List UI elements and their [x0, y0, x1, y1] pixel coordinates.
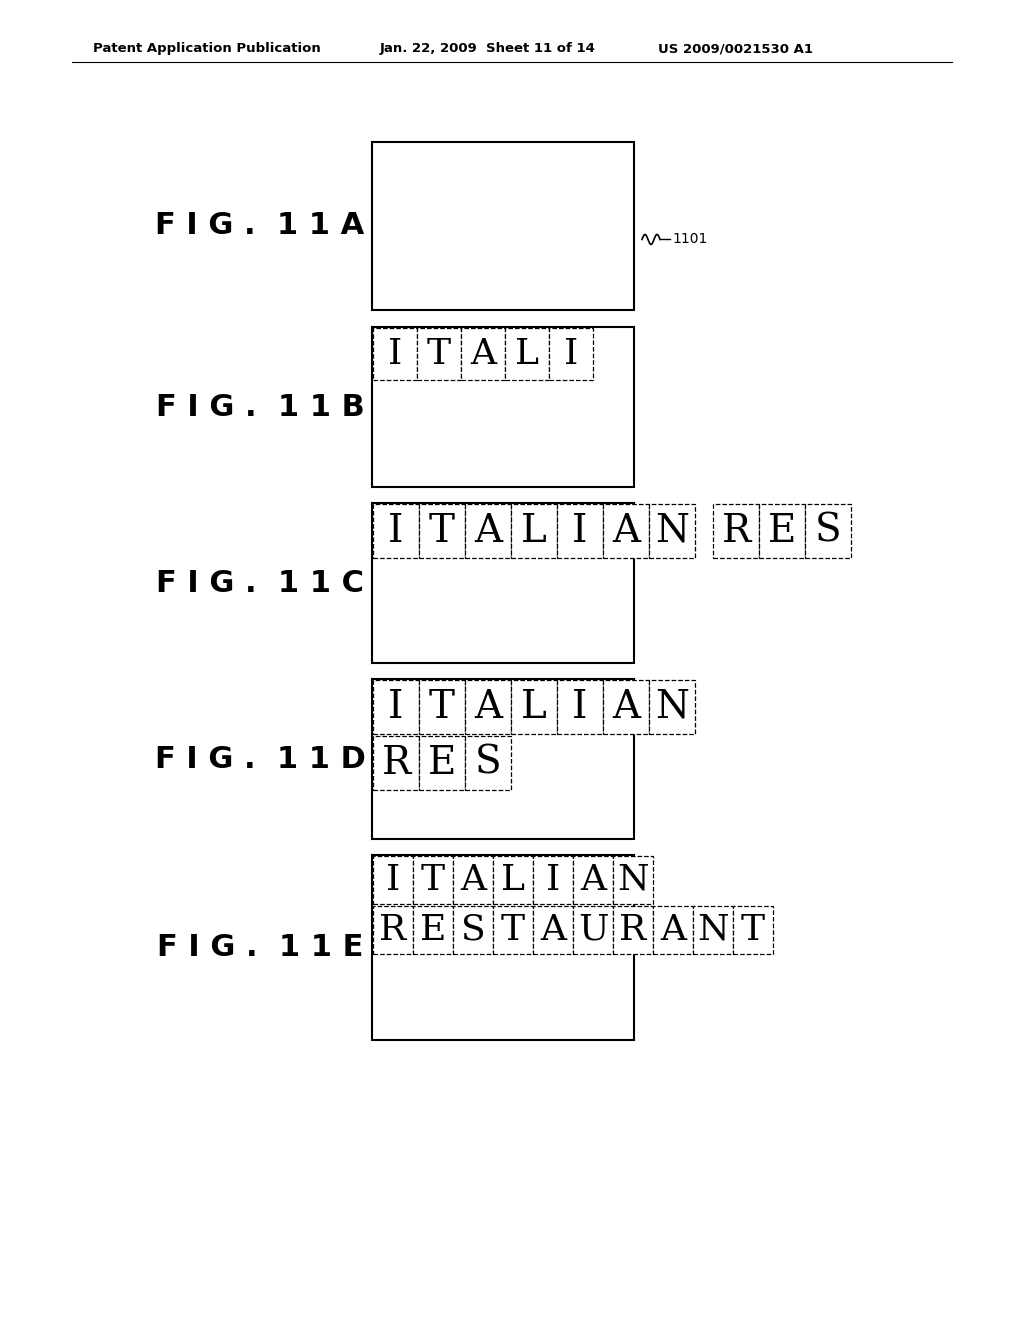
Bar — [511, 680, 557, 734]
Bar — [613, 855, 653, 904]
Text: A: A — [580, 863, 606, 898]
Text: 1101: 1101 — [672, 232, 708, 247]
Text: F I G .  1 1 E: F I G . 1 1 E — [157, 933, 364, 962]
Text: I: I — [546, 863, 560, 898]
Bar — [465, 504, 511, 558]
Bar — [557, 504, 603, 558]
Text: I: I — [388, 512, 403, 549]
Text: R: R — [379, 913, 407, 946]
Bar — [573, 855, 613, 904]
Text: A: A — [540, 913, 566, 946]
Bar — [373, 906, 413, 954]
Text: A: A — [470, 337, 496, 371]
Text: F I G .  1 1 C: F I G . 1 1 C — [156, 569, 364, 598]
Text: Patent Application Publication: Patent Application Publication — [93, 42, 321, 55]
Text: T: T — [429, 512, 455, 549]
Text: E: E — [428, 744, 456, 781]
Bar — [413, 906, 453, 954]
Bar — [372, 678, 634, 840]
Bar — [419, 680, 465, 734]
Text: L: L — [521, 689, 547, 726]
Text: E: E — [768, 512, 797, 549]
Bar — [373, 737, 419, 789]
Text: F I G .  1 1 A: F I G . 1 1 A — [156, 211, 365, 240]
Bar — [649, 504, 695, 558]
Text: I: I — [388, 337, 402, 371]
Bar — [372, 855, 634, 1040]
Bar — [603, 504, 649, 558]
Bar — [465, 680, 511, 734]
Bar — [649, 680, 695, 734]
Text: R: R — [381, 744, 411, 781]
Text: I: I — [572, 689, 588, 726]
Text: A: A — [460, 863, 486, 898]
Bar — [714, 504, 760, 558]
Text: S: S — [461, 913, 485, 946]
Bar — [373, 855, 413, 904]
Bar — [373, 327, 417, 380]
Text: S: S — [815, 512, 842, 549]
Text: T: T — [429, 689, 455, 726]
Text: A: A — [474, 689, 502, 726]
Text: L: L — [501, 863, 525, 898]
Text: US 2009/0021530 A1: US 2009/0021530 A1 — [658, 42, 813, 55]
Text: N: N — [655, 689, 689, 726]
Bar — [613, 906, 653, 954]
Bar — [373, 504, 419, 558]
Text: T: T — [427, 337, 451, 371]
Text: A: A — [612, 689, 640, 726]
Bar — [453, 906, 493, 954]
Bar — [453, 855, 493, 904]
Bar — [534, 855, 573, 904]
Bar — [557, 680, 603, 734]
Bar — [372, 503, 634, 663]
Bar — [419, 737, 465, 789]
Text: T: T — [421, 863, 445, 898]
Text: T: T — [741, 913, 765, 946]
Bar — [372, 327, 634, 487]
Text: A: A — [660, 913, 686, 946]
Text: N: N — [617, 863, 649, 898]
Bar — [505, 327, 549, 380]
Bar — [653, 906, 693, 954]
Text: I: I — [572, 512, 588, 549]
Text: F I G .  1 1 D: F I G . 1 1 D — [155, 744, 366, 774]
Text: F I G .  1 1 B: F I G . 1 1 B — [156, 392, 365, 421]
Bar — [806, 504, 851, 558]
Bar — [419, 504, 465, 558]
Text: U: U — [578, 913, 608, 946]
Text: R: R — [620, 913, 646, 946]
Text: I: I — [564, 337, 579, 371]
Bar — [465, 737, 511, 789]
Text: N: N — [655, 512, 689, 549]
Bar — [493, 855, 534, 904]
Bar — [511, 504, 557, 558]
Bar — [573, 906, 613, 954]
Bar — [760, 504, 806, 558]
Text: Jan. 22, 2009  Sheet 11 of 14: Jan. 22, 2009 Sheet 11 of 14 — [380, 42, 596, 55]
Bar — [603, 680, 649, 734]
Text: A: A — [474, 512, 502, 549]
Text: A: A — [612, 512, 640, 549]
Text: S: S — [475, 744, 502, 781]
Text: E: E — [420, 913, 446, 946]
Bar — [461, 327, 505, 380]
Bar — [413, 855, 453, 904]
Text: R: R — [722, 512, 751, 549]
Bar — [693, 906, 733, 954]
Text: I: I — [386, 863, 400, 898]
Bar — [733, 906, 773, 954]
Text: L: L — [521, 512, 547, 549]
Text: N: N — [697, 913, 729, 946]
Bar — [372, 143, 634, 310]
Text: I: I — [388, 689, 403, 726]
Bar — [549, 327, 593, 380]
Bar — [417, 327, 461, 380]
Text: T: T — [501, 913, 525, 946]
Bar — [373, 680, 419, 734]
Text: L: L — [515, 337, 539, 371]
Bar — [534, 906, 573, 954]
Bar — [493, 906, 534, 954]
